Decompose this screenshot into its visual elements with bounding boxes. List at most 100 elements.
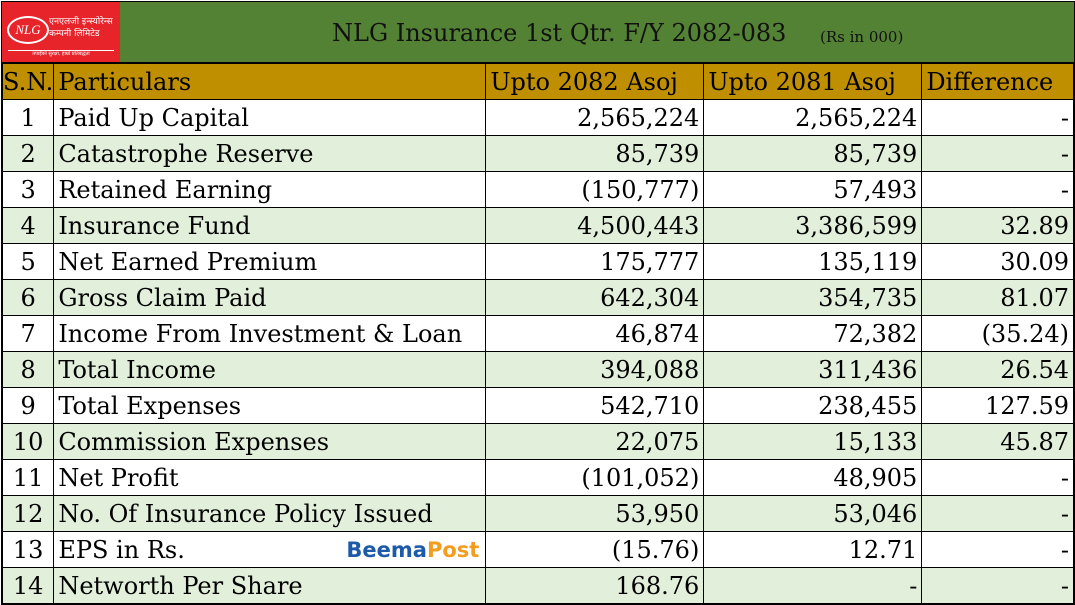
cell-current: (101,052)	[485, 459, 705, 496]
page-title: NLG Insurance 1st Qtr. F/Y 2082-083	[332, 19, 787, 47]
cell-current: 4,500,443	[485, 207, 705, 244]
cell-sn: 11	[1, 459, 55, 496]
cell-sn: 5	[1, 243, 55, 280]
cell-current: 394,088	[485, 351, 705, 388]
cell-difference: -	[921, 495, 1074, 532]
cell-particular: Paid Up Capital	[53, 99, 487, 136]
cell-particular: Networth Per Share	[53, 567, 487, 604]
col-current: Upto 2082 Asoj	[485, 63, 705, 100]
cell-sn: 9	[1, 387, 55, 424]
cell-previous: 238,455	[703, 387, 923, 424]
cell-difference: 32.89	[921, 207, 1074, 244]
cell-previous: 3,386,599	[703, 207, 923, 244]
cell-previous: 53,046	[703, 495, 923, 532]
cell-particular: Net Profit	[53, 459, 487, 496]
cell-current: (15.76)	[485, 531, 705, 568]
cell-sn: 3	[1, 171, 55, 208]
cell-sn: 8	[1, 351, 55, 388]
cell-current: 46,874	[485, 315, 705, 352]
logo-initials: NLG	[7, 16, 49, 44]
table-row: 8 Total Income 394,088 311,436 26.54	[1, 351, 1074, 388]
cell-previous: 57,493	[703, 171, 923, 208]
table-row: 3 Retained Earning (150,777) 57,493-	[1, 171, 1074, 208]
cell-difference: 81.07	[921, 279, 1074, 316]
cell-difference: -	[921, 459, 1074, 496]
table-row: 1 Paid Up Capital 2,565,224 2,565,224-	[1, 99, 1074, 136]
cell-current: 168.76	[485, 567, 705, 604]
table-row: 5 Net Earned Premium 175,777 135,119 30.09	[1, 243, 1074, 280]
cell-difference: 30.09	[921, 243, 1074, 280]
beemapost-watermark: BeemaPost	[346, 538, 480, 562]
cell-sn: 13	[1, 531, 55, 568]
cell-sn: 12	[1, 495, 55, 532]
unit-note: (Rs in 000)	[820, 28, 904, 46]
table-row: 11 Net Profit (101,052) 48,905-	[1, 459, 1074, 496]
cell-difference: -	[921, 99, 1074, 136]
cell-particular: EPS in Rs. BeemaPost	[53, 531, 487, 568]
financial-table: S.N. Particulars Upto 2082 Asoj Upto 208…	[1, 63, 1074, 604]
cell-previous: 354,735	[703, 279, 923, 316]
col-difference: Difference	[921, 63, 1074, 100]
cell-current: 175,777	[485, 243, 705, 280]
cell-previous: -	[703, 567, 923, 604]
cell-previous: 311,436	[703, 351, 923, 388]
cell-difference: 127.59	[921, 387, 1074, 424]
cell-particular: Commission Expenses	[53, 423, 487, 460]
cell-sn: 14	[1, 567, 55, 604]
cell-difference: -	[921, 567, 1074, 604]
cell-particular: Total Expenses	[53, 387, 487, 424]
cell-sn: 7	[1, 315, 55, 352]
cell-current: 85,739	[485, 135, 705, 172]
cell-current: 2,565,224	[485, 99, 705, 136]
title-bar: NLG एनएलजी इन्स्योरेन्स कम्पनी लिमिटेड तप…	[2, 2, 1074, 63]
cell-particular: Catastrophe Reserve	[53, 135, 487, 172]
table-row: 4 Insurance Fund 4,500,443 3,386,599 32.89	[1, 207, 1074, 244]
cell-difference: -	[921, 531, 1074, 568]
logo-name: एनएलजी इन्स्योरेन्स कम्पनी लिमिटेड	[49, 17, 113, 39]
table-row: 12 No. Of Insurance Policy Issued 53,950 53…	[1, 495, 1074, 532]
company-logo: NLG एनएलजी इन्स्योरेन्स कम्पनी लिमिटेड तप…	[2, 2, 120, 62]
cell-current: 22,075	[485, 423, 705, 460]
table-row: 2 Catastrophe Reserve 85,739 85,739-	[1, 135, 1074, 172]
cell-particular: Gross Claim Paid	[53, 279, 487, 316]
cell-previous: 48,905	[703, 459, 923, 496]
cell-difference: 45.87	[921, 423, 1074, 460]
col-previous: Upto 2081 Asoj	[703, 63, 923, 100]
table-row: 10 Commission Expenses 22,075 15,133 45.87	[1, 423, 1074, 460]
table-row: 13 EPS in Rs. BeemaPost (15.76) 12.71-	[1, 531, 1074, 568]
table-row: 6 Gross Claim Paid 642,304 354,735 81.07	[1, 279, 1074, 316]
cell-particular: Income From Investment & Loan	[53, 315, 487, 352]
table-row: 14 Networth Per Share 168.76- -	[1, 567, 1074, 604]
cell-sn: 6	[1, 279, 55, 316]
cell-previous: 2,565,224	[703, 99, 923, 136]
cell-difference: (35.24)	[921, 315, 1074, 352]
cell-particular: No. Of Insurance Policy Issued	[53, 495, 487, 532]
cell-previous: 135,119	[703, 243, 923, 280]
cell-particular: Retained Earning	[53, 171, 487, 208]
cell-particular: Insurance Fund	[53, 207, 487, 244]
col-sn: S.N.	[1, 63, 55, 100]
cell-previous: 85,739	[703, 135, 923, 172]
cell-current: 642,304	[485, 279, 705, 316]
cell-current: 542,710	[485, 387, 705, 424]
cell-sn: 2	[1, 135, 55, 172]
cell-sn: 10	[1, 423, 55, 460]
cell-particular: Total Income	[53, 351, 487, 388]
cell-sn: 1	[1, 99, 55, 136]
col-particulars: Particulars	[53, 63, 487, 100]
cell-particular: Net Earned Premium	[53, 243, 487, 280]
cell-current: (150,777)	[485, 171, 705, 208]
table-row: 7 Income From Investment & Loan 46,874 72,3…	[1, 315, 1074, 352]
cell-difference: -	[921, 171, 1074, 208]
cell-previous: 15,133	[703, 423, 923, 460]
cell-current: 53,950	[485, 495, 705, 532]
cell-difference: 26.54	[921, 351, 1074, 388]
cell-previous: 12.71	[703, 531, 923, 568]
logo-tagline: तपाईंको सुरक्षा, हाम्रो प्रतिबद्धता	[8, 50, 114, 57]
cell-difference: -	[921, 135, 1074, 172]
cell-previous: 72,382	[703, 315, 923, 352]
table-row: 9 Total Expenses 542,710 238,455 127.59	[1, 387, 1074, 424]
cell-sn: 4	[1, 207, 55, 244]
header-row: S.N. Particulars Upto 2082 Asoj Upto 208…	[1, 63, 1074, 100]
